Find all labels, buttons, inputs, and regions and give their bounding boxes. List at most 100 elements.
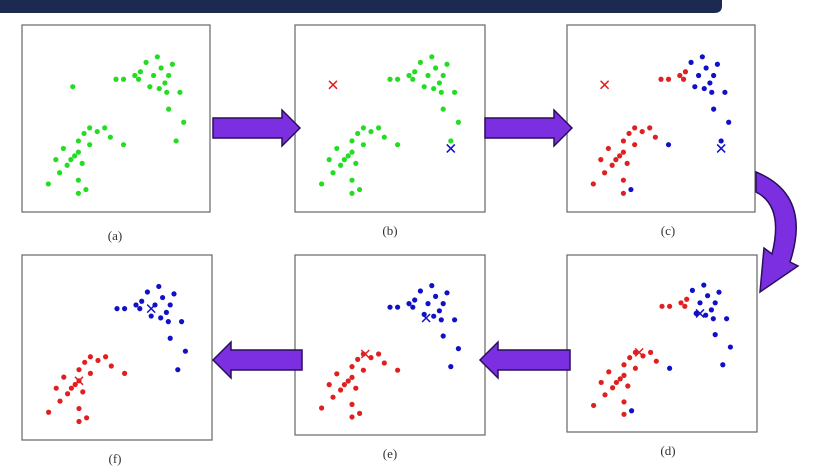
data-point <box>689 287 696 293</box>
data-point <box>626 130 632 137</box>
data-point <box>639 128 645 135</box>
data-point <box>338 162 344 168</box>
data-point <box>455 119 461 125</box>
data-point <box>677 72 683 79</box>
data-point <box>605 145 611 152</box>
data-point <box>68 157 74 163</box>
data-point <box>349 364 355 370</box>
data-point <box>444 61 450 67</box>
data-point <box>726 119 732 125</box>
data-point <box>625 383 631 389</box>
data-point <box>137 306 143 312</box>
centroid <box>446 143 456 153</box>
data-point <box>334 145 340 152</box>
data-point <box>620 138 627 144</box>
panels <box>21 24 758 441</box>
data-point <box>452 317 458 323</box>
panel-c <box>566 24 756 213</box>
data-point <box>710 316 716 322</box>
data-point <box>376 125 382 131</box>
data-point <box>406 301 412 307</box>
data-point <box>632 365 639 371</box>
data-point <box>632 125 638 131</box>
data-point <box>84 415 90 421</box>
data-point <box>70 84 76 90</box>
panel-e <box>294 254 486 436</box>
data-point <box>617 153 623 159</box>
data-point <box>154 54 160 60</box>
data-point <box>448 138 454 144</box>
data-point <box>716 289 722 295</box>
data-point <box>652 134 658 140</box>
data-point <box>341 382 347 388</box>
data-point <box>701 85 707 92</box>
data-point <box>151 72 157 79</box>
data-point <box>175 367 181 373</box>
data-point <box>330 170 336 176</box>
data-point <box>355 356 361 362</box>
data-point <box>177 89 183 95</box>
data-point <box>621 411 627 417</box>
centroid <box>328 80 338 90</box>
data-point <box>156 85 162 92</box>
arrow-left <box>478 340 571 380</box>
panel-label: (b) <box>382 223 397 238</box>
data-point <box>410 76 416 82</box>
data-point <box>87 125 93 131</box>
data-point <box>659 303 665 309</box>
data-point <box>629 408 635 414</box>
data-point <box>158 315 164 321</box>
data-point <box>133 302 139 308</box>
arrow-curved <box>755 170 800 294</box>
data-point <box>83 186 89 193</box>
data-point <box>724 316 730 322</box>
data-point <box>357 410 363 416</box>
data-point <box>658 76 664 82</box>
centroid <box>716 143 726 153</box>
data-point <box>620 177 627 183</box>
data-point <box>621 372 627 378</box>
data-point <box>667 365 673 371</box>
data-point <box>76 405 82 412</box>
data-point <box>181 119 187 125</box>
data-point <box>591 402 597 409</box>
data-point <box>598 379 604 386</box>
data-point <box>171 291 177 297</box>
data-point <box>680 76 687 82</box>
panel-d <box>566 254 758 433</box>
data-point <box>438 89 444 95</box>
data-point <box>620 190 627 196</box>
data-point <box>349 374 355 380</box>
data-point <box>627 355 633 361</box>
data-point <box>425 72 431 79</box>
centroid <box>634 347 644 357</box>
data-point <box>45 181 51 187</box>
data-point <box>122 370 128 376</box>
arrows <box>211 108 800 380</box>
arrow-left <box>211 340 303 380</box>
data-point <box>349 177 355 183</box>
data-point <box>102 125 108 131</box>
data-point <box>75 190 81 196</box>
data-point <box>319 405 325 411</box>
centroid <box>74 376 84 386</box>
data-point <box>341 157 347 163</box>
data-point <box>711 72 717 79</box>
data-point <box>80 389 86 395</box>
data-point <box>712 332 718 338</box>
data-point <box>436 308 442 314</box>
arrow-right <box>484 108 574 148</box>
data-point <box>708 307 715 313</box>
data-point <box>353 385 359 391</box>
data-point <box>357 186 363 193</box>
panel-label: (d) <box>660 443 675 458</box>
data-point <box>452 89 458 95</box>
data-point <box>417 288 423 294</box>
data-point <box>412 69 418 75</box>
data-point <box>718 138 724 144</box>
data-point <box>425 301 431 307</box>
data-point <box>179 319 185 325</box>
data-point <box>120 142 127 148</box>
data-point <box>167 302 173 308</box>
